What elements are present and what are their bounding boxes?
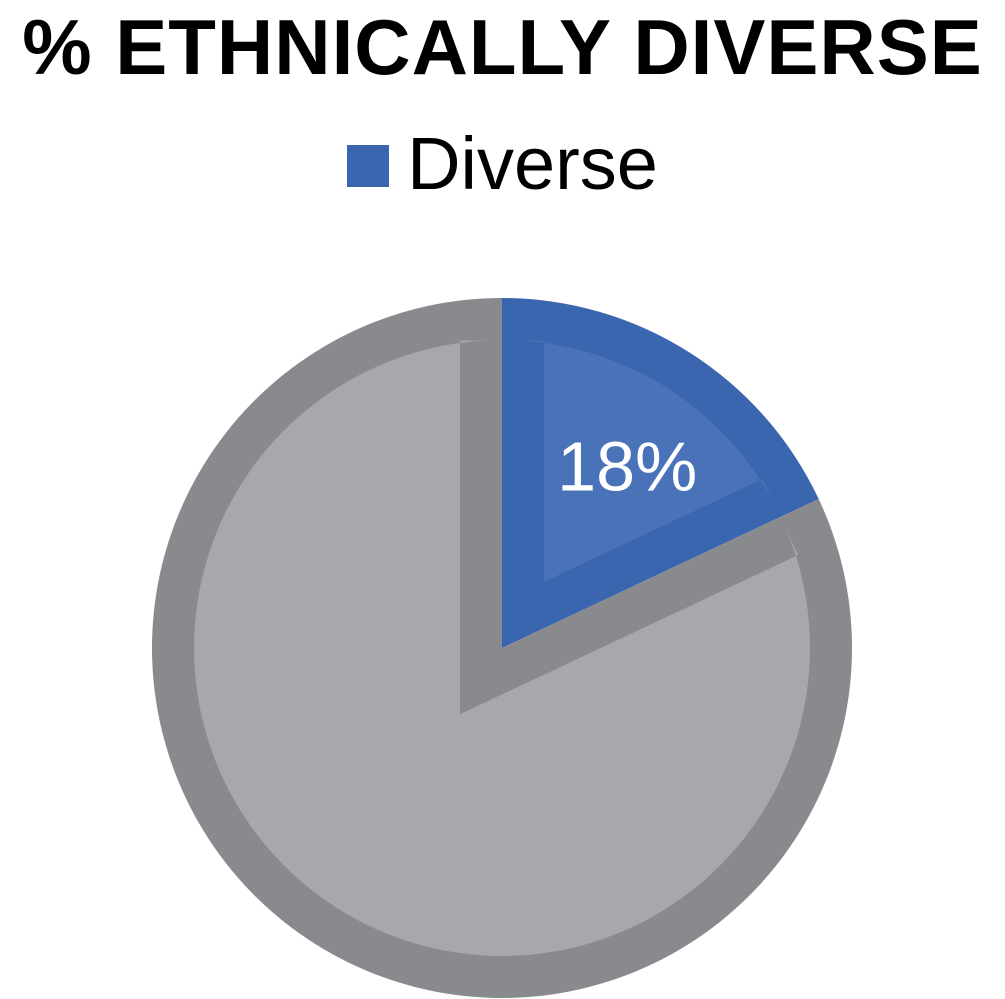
pie-slice-other-1-inner: [194, 340, 810, 956]
chart-title: % ETHNICALLY DIVERSE: [22, 3, 983, 91]
pie-slice-other-1: [152, 298, 853, 998]
legend-swatch-diverse: [347, 145, 390, 187]
legend: Diverse: [0, 122, 1005, 206]
legend-label-diverse: Diverse: [407, 122, 658, 205]
data-label-diverse: 18%: [557, 427, 697, 505]
pie-slice-diverse-inner: [512, 340, 777, 582]
pie-slice-diverse: [502, 298, 819, 648]
